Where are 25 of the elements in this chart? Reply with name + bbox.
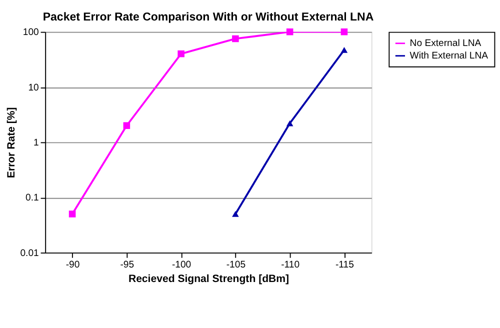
chart-title: Packet Error Rate Comparison With or Without External LNA	[42, 11, 374, 24]
x-tick-label: -90	[66, 259, 80, 270]
y-tick-label: 1	[34, 138, 39, 149]
point	[286, 120, 294, 126]
point	[286, 28, 294, 36]
y-tick-label: 10	[28, 82, 39, 94]
point	[123, 122, 130, 129]
x-tick-label: -115	[335, 259, 354, 270]
point	[340, 46, 348, 53]
x-axis-title: Recieved Signal Strength [dBm]	[128, 272, 290, 285]
point	[340, 28, 348, 36]
legend-label: No External LNA	[410, 38, 482, 50]
y-axis-title: Error Rate [%]	[5, 107, 18, 178]
point	[178, 50, 184, 58]
x-tick-label: -95	[120, 259, 134, 270]
y-tick-label: 100	[22, 27, 39, 38]
point	[232, 211, 239, 217]
x-tick-label: -100	[172, 259, 192, 270]
legend-label: With External LNA	[410, 50, 489, 62]
x-tick-label: -110	[281, 259, 300, 270]
x-tick-label: -105	[226, 259, 246, 270]
point	[68, 210, 76, 218]
y-tick-label: 0.1	[26, 192, 39, 204]
point	[232, 35, 239, 42]
y-tick-label: 0.01	[20, 248, 39, 259]
